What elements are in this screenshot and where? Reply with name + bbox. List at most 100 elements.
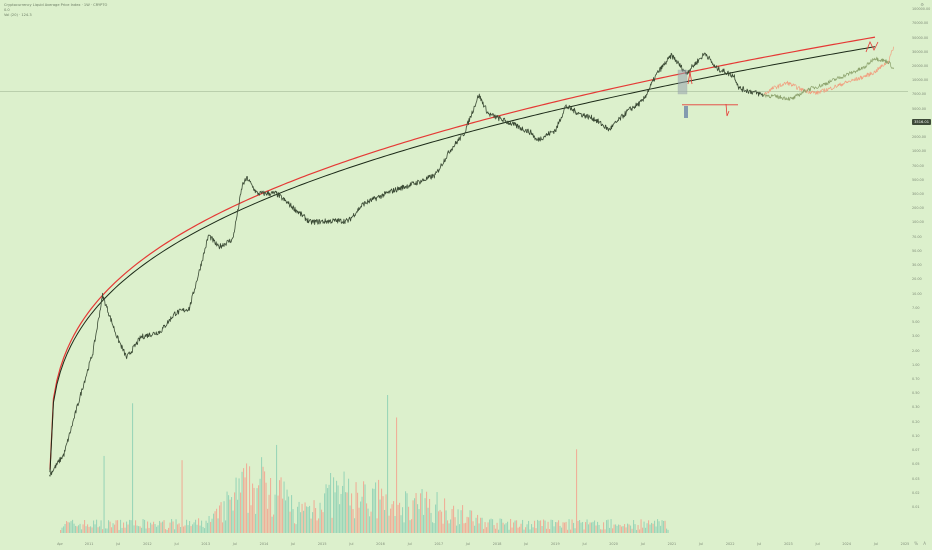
gear-icon[interactable]: ⚙: [920, 2, 924, 7]
volume-bar: [235, 477, 237, 533]
volume-bar: [652, 523, 654, 533]
volume-bar: [385, 494, 387, 533]
volume-bar: [405, 491, 407, 533]
volume-bar: [544, 520, 546, 533]
price-tick-label: 200.00: [912, 206, 924, 211]
volume-bar: [126, 521, 128, 533]
volume-bar: [589, 522, 591, 533]
price-tick-label: 50000.00: [912, 35, 929, 40]
drop-marker[interactable]: [725, 103, 730, 117]
highlight-bar[interactable]: [684, 106, 688, 118]
volume-bar: [658, 521, 660, 533]
volume-bar: [426, 491, 428, 533]
time-tick-label: Jul: [349, 542, 354, 546]
volume-bar: [225, 520, 227, 533]
volume-bar: [117, 520, 119, 533]
projection-green-line[interactable]: [763, 56, 894, 101]
volume-bar: [97, 527, 99, 533]
upper-trend-curve[interactable]: [49, 36, 876, 470]
volume-bar: [448, 523, 450, 533]
volume-bar: [310, 518, 312, 533]
volume-bar: [504, 524, 506, 533]
volume-bar: [307, 506, 309, 533]
volume-bar: [271, 516, 273, 533]
volume-bar: [366, 503, 368, 533]
volume-bar: [190, 526, 192, 533]
volume-bar: [273, 514, 275, 533]
volume-bar: [319, 502, 321, 533]
volume-bar: [556, 522, 558, 533]
volume-bar: [592, 521, 594, 533]
volume-bar: [70, 521, 72, 533]
price-tick-label: 2000.00: [912, 135, 927, 140]
volume-bar: [148, 527, 150, 533]
volume-bar: [144, 519, 146, 533]
volume-bar: [538, 520, 540, 533]
volume-bar: [445, 510, 447, 533]
volume-bar: [511, 527, 513, 533]
volume-bar: [576, 449, 578, 533]
volume-bar: [571, 519, 573, 533]
volume-bar: [81, 529, 83, 533]
volume-bar: [213, 513, 215, 533]
volume-bar: [378, 479, 380, 533]
percent-icon[interactable]: %: [914, 541, 918, 546]
volume-bar: [387, 395, 389, 533]
volume-bar: [535, 528, 537, 533]
volume-bar: [514, 520, 516, 533]
volume-bar: [87, 524, 89, 533]
time-tick-label: 2015: [317, 542, 327, 546]
volume-bar: [67, 522, 69, 533]
volume-bar: [519, 526, 521, 533]
volume-bar: [579, 520, 581, 533]
price-line[interactable]: [49, 52, 764, 477]
volume-bar: [663, 520, 665, 533]
volume-bar: [163, 520, 165, 533]
volume-bar: [558, 520, 560, 533]
volume-bar: [120, 519, 122, 533]
volume-bar: [267, 508, 269, 533]
top-marker[interactable]: [865, 41, 879, 53]
volume-bar: [582, 521, 584, 533]
time-tick-label: Apr: [57, 542, 63, 546]
volume-bar: [555, 522, 557, 533]
volume-bar: [466, 516, 468, 533]
volume-bar: [639, 529, 641, 533]
price-tick-label: 0.03: [912, 476, 920, 481]
volume-bar: [316, 520, 318, 533]
volume-bar: [490, 518, 492, 533]
auto-icon[interactable]: A: [923, 541, 926, 546]
lower-trend-curve[interactable]: [49, 46, 876, 473]
price-axis[interactable]: 100000.00 70000.00 50000.00 30000.00 20000.0…: [908, 0, 932, 540]
volume-bar: [168, 527, 170, 533]
volume-bar: [525, 527, 527, 533]
volume-bar: [115, 520, 117, 533]
price-tick-label: 70.00: [912, 234, 922, 239]
volume-bar: [570, 529, 572, 533]
volume-bar: [600, 529, 602, 533]
projection-orange-line[interactable]: [763, 46, 894, 97]
volume-bar: [136, 525, 138, 533]
volume-bar: [331, 517, 333, 533]
symbol-line[interactable]: Cryptocurrency Liquid Average Price Inde…: [4, 3, 108, 7]
volume-bar: [301, 503, 303, 533]
volume-bar: [303, 510, 305, 533]
highlight-box[interactable]: [677, 69, 688, 95]
volume-bar: [268, 494, 270, 533]
volume-bar: [178, 523, 180, 533]
volume-legend[interactable]: Vol (20) · 124.3: [4, 13, 32, 17]
price-tick-label: 10000.00: [912, 78, 929, 83]
volume-bar: [412, 500, 414, 533]
volume-bar: [234, 492, 236, 533]
volume-bar: [145, 528, 147, 533]
volume-bar: [459, 524, 461, 533]
peak-marker[interactable]: [687, 71, 693, 85]
volume-bar: [237, 499, 239, 533]
time-axis[interactable]: Apr 2011 Jul 2012 Jul 2013 Jul 2014 Jul 2015 Jul 20…: [0, 540, 932, 550]
volume-bar: [162, 521, 164, 533]
time-tick-label: 2017: [434, 542, 444, 546]
volume-bar: [534, 520, 536, 533]
volume-bar: [246, 463, 248, 533]
volume-bar: [397, 504, 399, 533]
